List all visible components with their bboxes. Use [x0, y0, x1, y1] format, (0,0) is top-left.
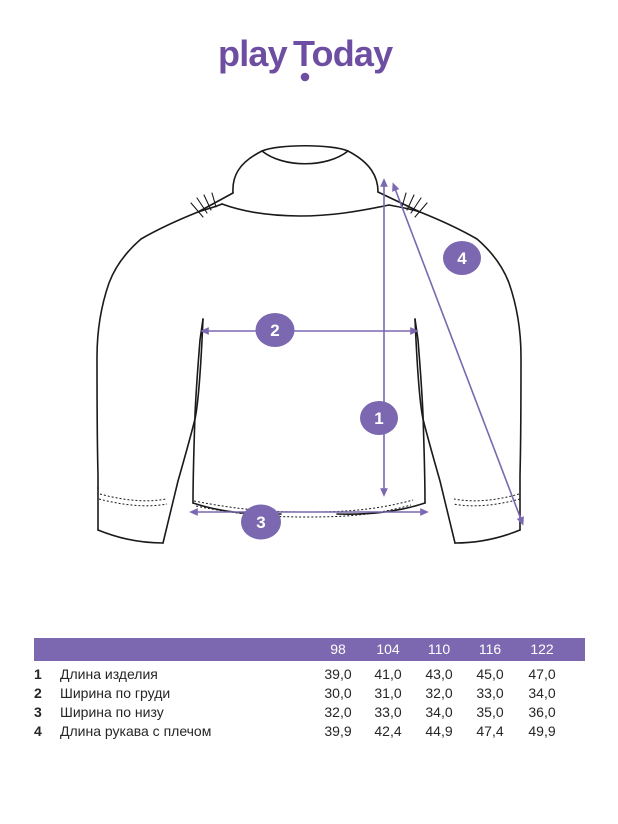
svg-text:Длина рукава с плечом: Длина рукава с плечом: [60, 723, 211, 739]
svg-text:36,0: 36,0: [528, 704, 555, 720]
svg-text:3: 3: [34, 704, 42, 720]
svg-text:49,9: 49,9: [528, 723, 555, 739]
svg-text:32,0: 32,0: [324, 704, 351, 720]
svg-text:33,0: 33,0: [476, 685, 503, 701]
svg-text:32,0: 32,0: [425, 685, 452, 701]
svg-text:39,0: 39,0: [324, 666, 351, 682]
svg-text:34,0: 34,0: [425, 704, 452, 720]
svg-text:34,0: 34,0: [528, 685, 555, 701]
svg-text:33,0: 33,0: [374, 704, 401, 720]
svg-text:41,0: 41,0: [374, 666, 401, 682]
svg-text:Ширина по груди: Ширина по груди: [60, 685, 170, 701]
svg-text:Длина изделия: Длина изделия: [60, 666, 158, 682]
svg-text:2: 2: [270, 321, 279, 340]
svg-text:4: 4: [34, 723, 42, 739]
svg-text:2: 2: [34, 685, 42, 701]
svg-text:42,4: 42,4: [374, 723, 401, 739]
svg-text:Ширина по низу: Ширина по низу: [60, 704, 164, 720]
svg-text:47,4: 47,4: [476, 723, 503, 739]
svg-text:3: 3: [256, 513, 265, 532]
svg-text:47,0: 47,0: [528, 666, 555, 682]
svg-text:116: 116: [479, 641, 502, 657]
svg-text:122: 122: [530, 641, 554, 657]
svg-text:104: 104: [376, 641, 400, 657]
svg-text:110: 110: [428, 641, 451, 657]
svg-text:39,9: 39,9: [324, 723, 351, 739]
svg-text:1: 1: [374, 409, 383, 428]
svg-text:4: 4: [457, 249, 467, 268]
svg-text:44,9: 44,9: [425, 723, 452, 739]
svg-text:43,0: 43,0: [425, 666, 452, 682]
svg-text:35,0: 35,0: [476, 704, 503, 720]
svg-text:30,0: 30,0: [324, 685, 351, 701]
svg-text:31,0: 31,0: [374, 685, 401, 701]
svg-text:98: 98: [330, 641, 346, 657]
svg-text:45,0: 45,0: [476, 666, 503, 682]
svg-text:1: 1: [34, 666, 42, 682]
